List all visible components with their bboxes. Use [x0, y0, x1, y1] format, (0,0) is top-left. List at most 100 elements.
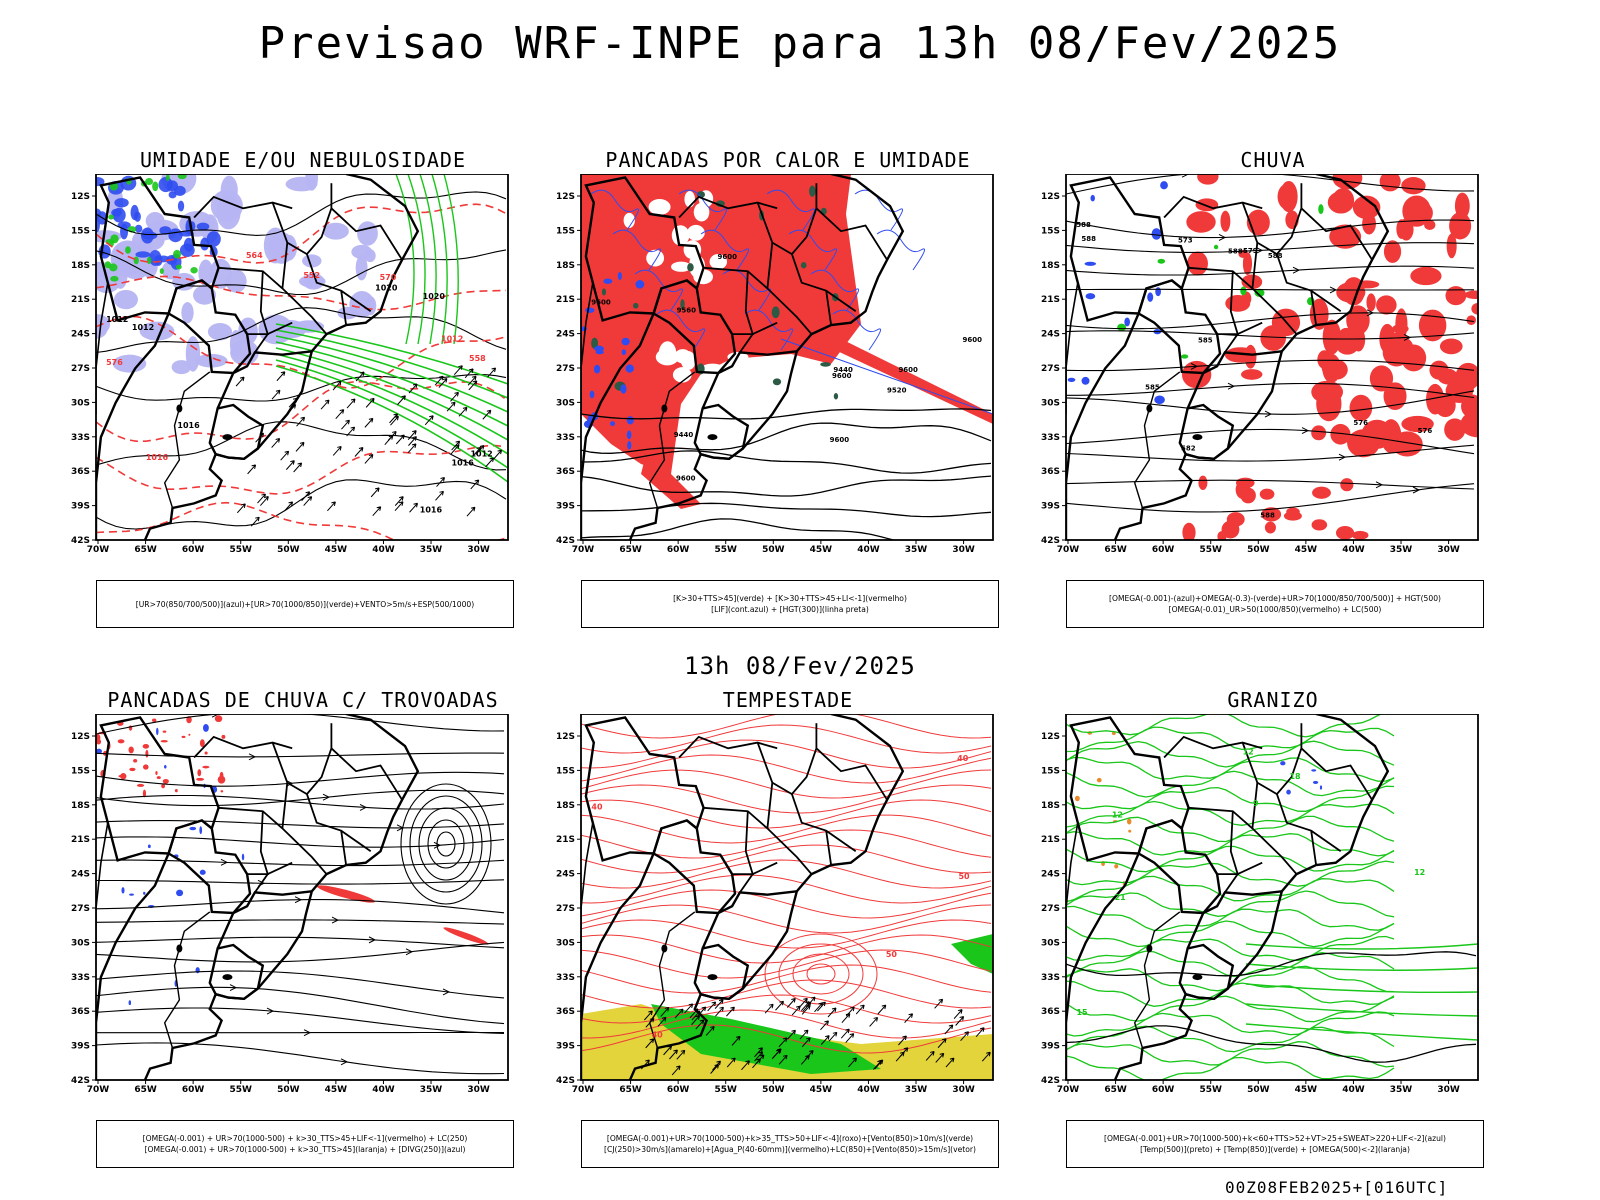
contour-label: 1020: [375, 284, 398, 293]
lat-tick-label: 24S: [71, 330, 90, 340]
contour-label: 12: [1112, 811, 1123, 820]
lat-tick-label: 27S: [1041, 364, 1060, 374]
contour-label: 576: [1418, 427, 1433, 435]
contour-label: 1016: [420, 506, 443, 515]
map-frame: [580, 174, 994, 541]
lat-tick-label: 36S: [71, 1007, 90, 1017]
lon-tick-label: 45W: [325, 545, 348, 555]
forecast-map: 1012101210161016102010201012101657657056…: [71, 174, 509, 555]
lon-tick-label: 30W: [1437, 545, 1460, 555]
contour-label: 9600: [718, 253, 738, 261]
lat-tick-label: 39S: [1041, 502, 1060, 512]
lon-tick-label: 35W: [905, 1085, 928, 1095]
lat-tick-label: 33S: [71, 973, 90, 983]
lat-tick-label: 33S: [556, 433, 575, 443]
contour-label: 9600: [898, 366, 918, 374]
panel-title: UMIDADE E/OU NEBULOSIDADE: [139, 148, 467, 172]
lat-tick-label: 12S: [71, 732, 90, 742]
lon-tick-label: 40W: [857, 545, 880, 555]
legend-line: [OMEGA(-0.01)_UR>50(1000/850)(vermelho) …: [1168, 605, 1382, 614]
lon-tick-label: 40W: [372, 545, 395, 555]
map-frame: [95, 174, 509, 541]
lat-tick-label: 39S: [71, 1042, 90, 1052]
lon-tick-label: 40W: [372, 1085, 395, 1095]
panel-title: PANCADAS DE CHUVA C/ TROVOADAS: [107, 688, 499, 712]
contour-label: 9600: [830, 436, 850, 444]
lat-tick-label: 33S: [71, 433, 90, 443]
lon-tick-label: 65W: [1104, 1085, 1127, 1095]
panel-granizo: GRANIZO 15 12 12 21 18 12 9 12S 15S 18S 21S 24S 27S 30…: [1038, 688, 1508, 1168]
lat-tick-label: 39S: [1041, 1042, 1060, 1052]
lon-tick-label: 65W: [619, 545, 642, 555]
lat-tick-label: 39S: [71, 502, 90, 512]
legend-line: [OMEGA(-0.001) + UR>70(1000-500) + k>30_…: [144, 1145, 466, 1154]
lon-tick-label: 70W: [1057, 1085, 1080, 1095]
forecast-map: 588 588 588 585 588 582 579 576 576 573 588 585 12S 1…: [1041, 174, 1479, 555]
contour-label: 1016: [146, 453, 169, 462]
lat-tick-label: 21S: [556, 295, 575, 305]
contour-label: 582: [1181, 444, 1196, 452]
main-title: Previsao WRF-INPE para 13h 08/Fev/2025: [258, 18, 1342, 69]
contour-label: 12: [1243, 747, 1254, 756]
humidity-fields: [96, 174, 507, 540]
lon-tick-label: 60W: [667, 1085, 690, 1095]
lat-tick-label: 30S: [1041, 938, 1060, 948]
contour-label: 9600: [591, 299, 611, 307]
legend-line: [OMEGA(-0.001) + UR>70(1000-500) + k>30_…: [142, 1134, 468, 1143]
contour-label: 50: [886, 950, 898, 959]
legend-line: [OMEGA(-0.001)+UR>70(1000-500)+k>35_TTS>…: [606, 1134, 974, 1143]
legend-line: [OMEGA(-0.001)+UR>70(1000-500)+k<60+TTS>…: [1103, 1134, 1446, 1143]
lat-tick-label: 24S: [556, 870, 575, 880]
lat-tick-label: 21S: [556, 835, 575, 845]
lat-tick-label: 24S: [1041, 870, 1060, 880]
legend-line: [OMEGA(-0.001)-(azul)+OMEGA(-0.3)-(verde…: [1109, 594, 1441, 603]
map-boundaries: [581, 174, 905, 540]
contour-label: 588: [1260, 511, 1275, 519]
contour-label: 18: [1289, 772, 1301, 781]
panel-title: TEMPESTADE: [722, 688, 854, 712]
contour-label: 588: [1081, 235, 1096, 243]
lat-tick-label: 39S: [556, 1042, 575, 1052]
contour-label: 9: [1253, 799, 1259, 808]
lat-tick-label: 12S: [556, 732, 575, 742]
lat-tick-label: 30S: [71, 938, 90, 948]
legend-line: [Temp(500)](preto) + [Temp(850)](verde) …: [1140, 1145, 1410, 1154]
legend-line: [UR>70(850/700/500)](azul)+[UR>70(1000/8…: [135, 599, 475, 609]
lat-tick-label: 36S: [556, 1007, 575, 1017]
lon-tick-label: 65W: [134, 545, 157, 555]
lon-tick-label: 55W: [714, 545, 737, 555]
lat-tick-label: 27S: [1041, 904, 1060, 914]
map-frame: [1065, 174, 1479, 541]
contour-label: 40: [957, 754, 969, 763]
lat-tick-label: 27S: [556, 364, 575, 374]
lon-tick-label: 65W: [619, 1085, 642, 1095]
contour-label: 1012: [441, 334, 463, 343]
panel-umidade: UMIDADE E/OU NEBULOSIDADE 1012 1012 1016 101…: [68, 148, 538, 628]
contour-label: 1012: [132, 323, 154, 332]
lon-tick-label: 50W: [277, 1085, 300, 1095]
contour-label: 573: [1178, 237, 1193, 245]
lat-tick-label: 15S: [71, 226, 90, 236]
lat-tick-label: 39S: [556, 502, 575, 512]
contour-label: 9520: [887, 386, 907, 394]
lat-tick-label: 21S: [71, 295, 90, 305]
lat-tick-label: 15S: [1041, 226, 1060, 236]
lat-tick-label: 15S: [71, 766, 90, 776]
contour-label: 9600: [676, 474, 696, 482]
lif-contours: [590, 189, 993, 415]
map-boundaries: [1066, 174, 1390, 540]
lat-tick-label: 18S: [71, 801, 90, 811]
lat-tick-label: 42S: [71, 536, 90, 546]
contour-label: 21: [1115, 893, 1127, 902]
lon-tick-label: 30W: [952, 545, 975, 555]
lat-tick-label: 24S: [1041, 330, 1060, 340]
lat-tick-label: 15S: [556, 766, 575, 776]
lat-tick-label: 27S: [71, 904, 90, 914]
lon-tick-label: 50W: [1247, 1085, 1270, 1095]
map-boundaries: [581, 714, 905, 1080]
lat-tick-label: 24S: [71, 870, 90, 880]
lat-tick-label: 21S: [71, 835, 90, 845]
map-boundaries: [96, 174, 420, 540]
lat-tick-label: 15S: [1041, 766, 1060, 776]
contour-label: 9440: [674, 431, 694, 439]
